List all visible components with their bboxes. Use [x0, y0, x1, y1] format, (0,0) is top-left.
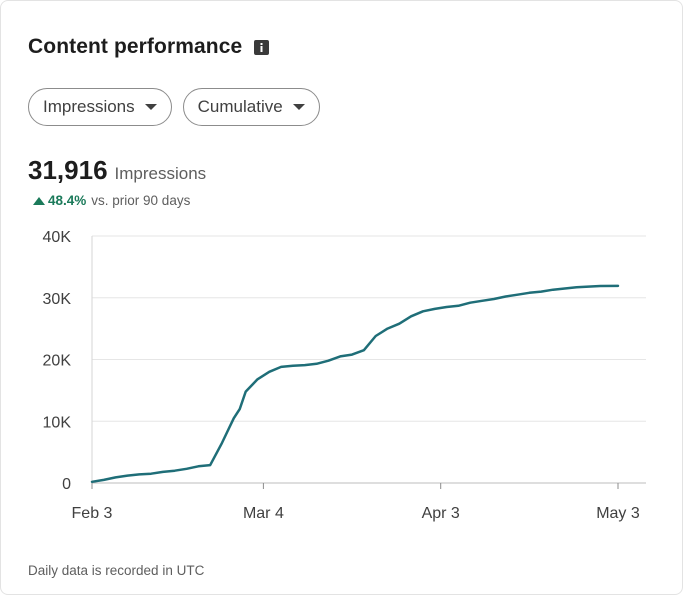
aggregation-dropdown[interactable]: Cumulative	[182, 88, 320, 126]
caret-down-icon	[292, 104, 305, 110]
change-label: vs. prior 90 days	[91, 193, 191, 208]
y-tick-label: 0	[62, 476, 71, 493]
metric-summary: 31,916 Impressions	[28, 155, 206, 186]
y-tick-label: 40K	[43, 229, 72, 246]
aggregation-dropdown-label: Cumulative	[197, 97, 283, 116]
x-tick-label: Feb 3	[72, 505, 113, 522]
metric-value: 31,916	[28, 155, 108, 185]
impressions-chart: 0 10K 20K 30K 40K Feb 3 Mar 4 Apr 3 May 3	[43, 229, 646, 522]
impressions-series-line	[90, 284, 620, 484]
x-tick-label: May 3	[596, 505, 640, 522]
filter-bar: Impressions Cumulative	[28, 88, 331, 126]
y-tick-label: 30K	[43, 291, 72, 308]
arrow-up-icon	[33, 196, 45, 205]
card-title: Content performance	[28, 35, 243, 58]
footnote: Daily data is recorded in UTC	[28, 563, 205, 578]
y-tick-label: 20K	[43, 353, 72, 370]
change-percent: 48.4%	[48, 193, 87, 208]
x-tick-label: Mar 4	[243, 505, 284, 522]
metric-unit: Impressions	[114, 164, 207, 183]
metric-dropdown-label: Impressions	[43, 97, 135, 116]
y-tick-label: 10K	[43, 414, 72, 431]
info-icon[interactable]	[254, 39, 270, 55]
x-tick-label: Apr 3	[422, 505, 460, 522]
title-row: Content performance	[28, 35, 270, 59]
change-indicator: 48.4% vs. prior 90 days	[33, 193, 190, 208]
caret-down-icon	[144, 104, 157, 110]
metric-dropdown[interactable]: Impressions	[28, 88, 172, 126]
